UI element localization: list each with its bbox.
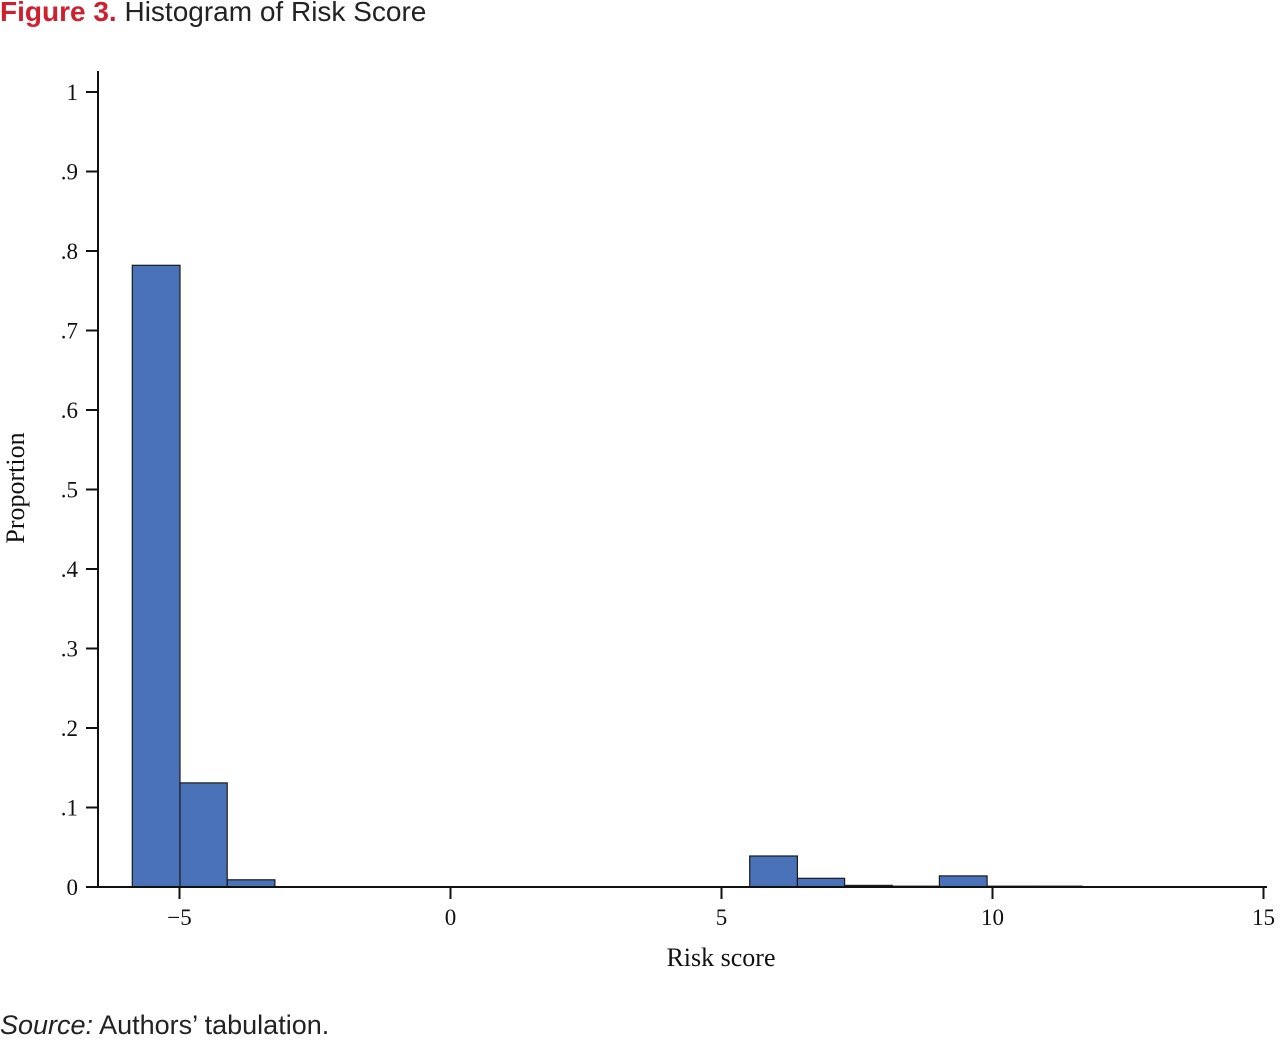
y-tick-label-8: .8	[61, 239, 78, 264]
histogram-bar-2	[226, 879, 276, 888]
bars-layer	[131, 264, 1083, 888]
figure-label: Figure 3.	[0, 0, 117, 27]
x-axis-title: Risk score	[666, 943, 775, 972]
y-tick-label-9: .9	[61, 160, 78, 185]
y-tick-label-0: 0	[67, 875, 79, 900]
source-text: Authors’ tabulation.	[99, 1010, 330, 1040]
y-tick-label-4: .4	[61, 557, 79, 582]
histogram-bar-4	[796, 877, 846, 888]
y-tick-label-6: .6	[61, 398, 78, 423]
y-ticks-layer: 0 .1 .2 .3 .4 .5 .6 .7 .8 .9 1	[61, 80, 98, 900]
x-tick-label-3: 10	[981, 905, 1004, 930]
y-tick-label-10: 1	[67, 80, 79, 105]
y-tick-label-7: .7	[61, 319, 78, 344]
x-tick-label-4: 15	[1252, 905, 1275, 930]
histogram-bar-1	[179, 782, 228, 888]
histogram-chart: 0 .1 .2 .3 .4 .5 .6 .7 .8 .9 1 −5 0 5 10 15 Risk score…	[1, 71, 1275, 972]
figure-title-text: Histogram of Risk Score	[124, 0, 427, 27]
y-tick-label-3: .3	[61, 637, 78, 662]
y-tick-label-5: .5	[61, 478, 78, 503]
x-tick-label-1: 0	[445, 905, 457, 930]
histogram-bar-0	[131, 264, 181, 888]
y-axis-title: Proportion	[1, 432, 30, 543]
figure-title: Figure 3. Histogram of Risk Score	[0, 0, 426, 28]
x-tick-label-0: −5	[167, 905, 191, 930]
histogram-bar-7	[938, 875, 988, 888]
source-note: Source: Authors’ tabulation.	[0, 1010, 329, 1041]
source-label: Source:	[0, 1010, 94, 1040]
y-tick-label-1: .1	[61, 796, 78, 821]
histogram-bar-3	[749, 855, 799, 888]
y-tick-label-2: .2	[61, 716, 78, 741]
x-ticks-layer: −5 0 5 10 15	[167, 887, 1275, 930]
x-tick-label-2: 5	[716, 905, 728, 930]
